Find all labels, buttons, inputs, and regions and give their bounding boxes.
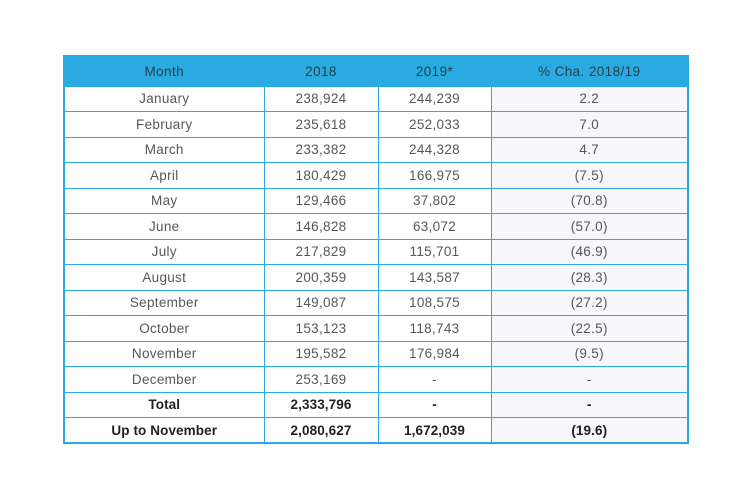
column-header-2018: 2018 bbox=[263, 55, 379, 87]
cell-month: Total bbox=[63, 391, 265, 418]
cell-2019-value: - bbox=[377, 391, 492, 418]
cell-pct-change: (46.9) bbox=[490, 238, 689, 265]
cell-2018-value: 200,359 bbox=[263, 264, 379, 291]
cell-2019-value: 252,033 bbox=[377, 111, 492, 138]
table-row-november: November 195,582 176,984 (9.5) bbox=[63, 340, 689, 367]
column-header-pct-change: % Cha. 2018/19 bbox=[490, 55, 689, 87]
cell-month: September bbox=[63, 289, 265, 316]
cell-pct-change: - bbox=[490, 366, 689, 393]
cell-2018-value: 2,333,796 bbox=[263, 391, 379, 418]
cell-2019-value: 1,672,039 bbox=[377, 417, 492, 444]
cell-month: January bbox=[63, 85, 265, 112]
table-row-up-to-november: Up to November 2,080,627 1,672,039 (19.6… bbox=[63, 417, 689, 444]
table-row-january: January 238,924 244,239 2.2 bbox=[63, 85, 689, 112]
cell-pct-change: (57.0) bbox=[490, 213, 689, 240]
cell-2018-value: 217,829 bbox=[263, 238, 379, 265]
table-row-august: August 200,359 143,587 (28.3) bbox=[63, 264, 689, 291]
cell-2019-value: 115,701 bbox=[377, 238, 492, 265]
cell-2018-value: 235,618 bbox=[263, 111, 379, 138]
table-row-september: September 149,087 108,575 (27.2) bbox=[63, 289, 689, 316]
column-header-2019: 2019* bbox=[377, 55, 492, 87]
cell-2018-value: 238,924 bbox=[263, 85, 379, 112]
cell-2019-value: 244,328 bbox=[377, 136, 492, 163]
cell-pct-change: 7.0 bbox=[490, 111, 689, 138]
table-row-february: February 235,618 252,033 7.0 bbox=[63, 111, 689, 138]
cell-pct-change: 2.2 bbox=[490, 85, 689, 112]
cell-2018-value: 180,429 bbox=[263, 162, 379, 189]
cell-month: July bbox=[63, 238, 265, 265]
cell-month: December bbox=[63, 366, 265, 393]
cell-2019-value: 118,743 bbox=[377, 315, 492, 342]
cell-pct-change: (9.5) bbox=[490, 340, 689, 367]
table-row-march: March 233,382 244,328 4.7 bbox=[63, 136, 689, 163]
cell-month: November bbox=[63, 340, 265, 367]
cell-2018-value: 149,087 bbox=[263, 289, 379, 316]
cell-pct-change: 4.7 bbox=[490, 136, 689, 163]
cell-month: May bbox=[63, 187, 265, 214]
cell-month: August bbox=[63, 264, 265, 291]
cell-2018-value: 153,123 bbox=[263, 315, 379, 342]
cell-month: Up to November bbox=[63, 417, 265, 444]
cell-2019-value: 244,239 bbox=[377, 85, 492, 112]
column-header-month: Month bbox=[63, 55, 265, 87]
cell-2019-value: 37,802 bbox=[377, 187, 492, 214]
table-row-june: June 146,828 63,072 (57.0) bbox=[63, 213, 689, 240]
cell-2018-value: 2,080,627 bbox=[263, 417, 379, 444]
cell-2018-value: 146,828 bbox=[263, 213, 379, 240]
cell-pct-change: (19.6) bbox=[490, 417, 689, 444]
table-row-july: July 217,829 115,701 (46.9) bbox=[63, 238, 689, 265]
cell-month: June bbox=[63, 213, 265, 240]
cell-pct-change: - bbox=[490, 391, 689, 418]
cell-month: March bbox=[63, 136, 265, 163]
cell-2019-value: 108,575 bbox=[377, 289, 492, 316]
cell-2018-value: 233,382 bbox=[263, 136, 379, 163]
cell-2018-value: 129,466 bbox=[263, 187, 379, 214]
cell-2019-value: 63,072 bbox=[377, 213, 492, 240]
cell-2019-value: 143,587 bbox=[377, 264, 492, 291]
cell-pct-change: (7.5) bbox=[490, 162, 689, 189]
table-row-may: May 129,466 37,802 (70.8) bbox=[63, 187, 689, 214]
cell-2018-value: 195,582 bbox=[263, 340, 379, 367]
table-header-row: Month 2018 2019* % Cha. 2018/19 bbox=[63, 55, 689, 87]
table-row-october: October 153,123 118,743 (22.5) bbox=[63, 315, 689, 342]
table-row-december: December 253,169 - - bbox=[63, 366, 689, 393]
cell-2019-value: 176,984 bbox=[377, 340, 492, 367]
cell-2018-value: 253,169 bbox=[263, 366, 379, 393]
cell-2019-value: - bbox=[377, 366, 492, 393]
table-row-april: April 180,429 166,975 (7.5) bbox=[63, 162, 689, 189]
cell-2019-value: 166,975 bbox=[377, 162, 492, 189]
cell-pct-change: (70.8) bbox=[490, 187, 689, 214]
cell-pct-change: (27.2) bbox=[490, 289, 689, 316]
monthly-data-table: Month 2018 2019* % Cha. 2018/19 January … bbox=[63, 55, 689, 444]
cell-month: February bbox=[63, 111, 265, 138]
table-row-total: Total 2,333,796 - - bbox=[63, 391, 689, 418]
cell-pct-change: (22.5) bbox=[490, 315, 689, 342]
cell-month: April bbox=[63, 162, 265, 189]
cell-month: October bbox=[63, 315, 265, 342]
cell-pct-change: (28.3) bbox=[490, 264, 689, 291]
